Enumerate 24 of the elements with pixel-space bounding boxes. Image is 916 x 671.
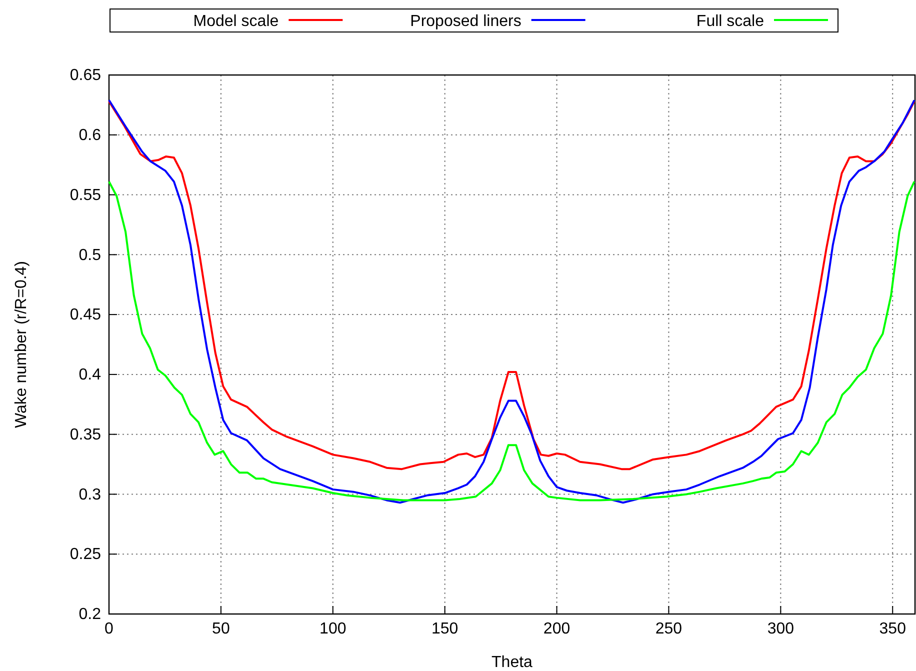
line-series — [108, 180, 916, 502]
y-tick-label: 0.4 — [78, 366, 102, 384]
x-tick-label: 0 — [104, 620, 114, 638]
y-tick-label: 0.2 — [78, 606, 102, 624]
y-tick-label: 0.3 — [78, 486, 102, 504]
y-tick-label: 0.6 — [78, 127, 102, 144]
y-tick-label: 0.55 — [70, 186, 102, 204]
x-tick-label: 350 — [879, 620, 906, 638]
x-tick-label: 50 — [212, 620, 230, 638]
x-tick-label: 200 — [543, 620, 570, 638]
x-tick-label: 150 — [431, 620, 458, 638]
x-tick-label: 100 — [320, 620, 346, 638]
legend-label: Full scale — [696, 13, 764, 30]
y-tick-label: 0.35 — [70, 426, 102, 444]
y-tick-label: 0.25 — [70, 546, 102, 564]
y-tick-label: 0.5 — [78, 246, 102, 264]
x-tick-label: 300 — [767, 620, 794, 638]
y-tick-label: 0.65 — [70, 67, 102, 84]
x-axis-title: Theta — [492, 654, 533, 671]
y-tick-label: 0.45 — [70, 306, 102, 324]
y-axis-title: Wake number (r/R=0.4) — [13, 260, 30, 428]
legend-label: Model scale — [193, 13, 279, 30]
x-tick-label: 250 — [655, 620, 682, 638]
legend-label: Proposed liners — [410, 13, 522, 30]
